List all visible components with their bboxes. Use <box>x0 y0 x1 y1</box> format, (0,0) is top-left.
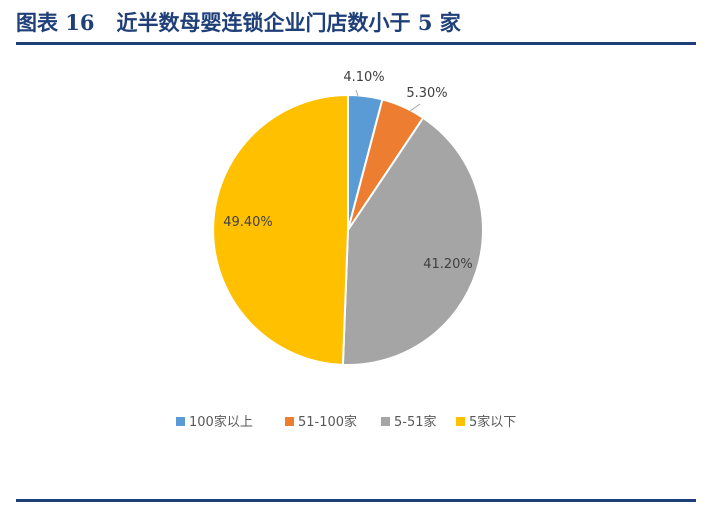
leader-line-1 <box>355 89 359 97</box>
bottom-divider <box>16 499 696 502</box>
figure-label: 图表 16 <box>16 10 95 35</box>
pie-slice-4 <box>212 93 349 366</box>
legend-swatch-4 <box>456 417 465 426</box>
legend-label-1: 100家以上 <box>189 414 253 430</box>
leader-line-2 <box>409 103 421 112</box>
data-label-4: 49.40% <box>223 215 273 230</box>
legend-label-4: 5家以下 <box>469 414 516 430</box>
data-label-2: 5.30% <box>406 86 447 101</box>
legend-swatch-1 <box>176 417 185 426</box>
data-label-1: 4.10% <box>343 70 384 85</box>
legend-label-2: 51-100家 <box>298 414 357 430</box>
pie-slices <box>212 93 484 366</box>
pie-slice-3 <box>341 116 484 366</box>
data-label-3: 41.20% <box>423 257 473 272</box>
legend-swatch-2 <box>285 417 294 426</box>
figure-title: 近半数母婴连锁企业门店数小于 5 家 <box>116 10 461 35</box>
chart-legend: 100家以上 51-100家 5-51家 5家以下 <box>176 414 516 430</box>
legend-swatch-3 <box>381 417 390 426</box>
figure-title-bar: 图表 16 近半数母婴连锁企业门店数小于 5 家 <box>16 8 696 38</box>
pie-data-labels: 4.10% 5.30% 41.20% 49.40% <box>223 70 473 272</box>
legend-label-3: 5-51家 <box>394 414 437 430</box>
title-divider <box>16 42 696 45</box>
